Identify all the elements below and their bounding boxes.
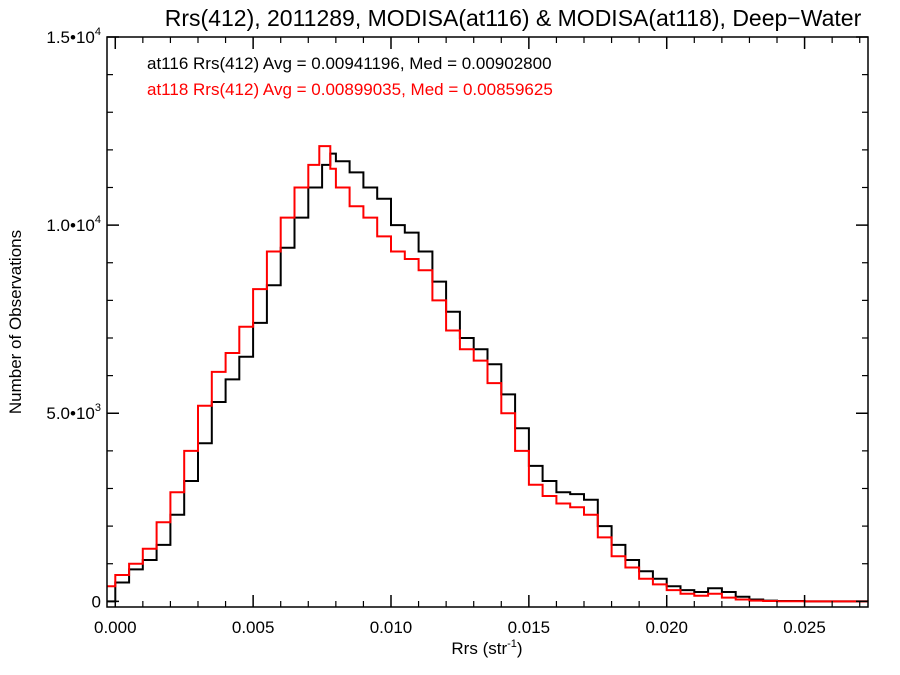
x-tick-label-2: 0.010 [370, 618, 413, 637]
chart-title: Rrs(412), 2011289, MODISA(at116) & MODIS… [165, 5, 862, 31]
annotation-at116: at116 Rrs(412) Avg = 0.00941196, Med = 0… [147, 54, 552, 73]
y-axis-label: Number of Observations [6, 230, 25, 414]
plot-frame [106, 36, 869, 608]
y-tick-label-3: 1.5•104 [46, 26, 101, 47]
y-tick-label-2: 1.0•104 [46, 214, 101, 235]
y-tick-label-0: 0 [92, 592, 101, 611]
x-tick-label-4: 0.020 [645, 618, 688, 637]
x-axis-label-close: ) [517, 639, 523, 658]
tick-layer: 0.000 0.005 0.010 0.015 0.020 0.025 0 5.0•103 1.… [46, 26, 868, 637]
annotation-at118: at118 Rrs(412) Avg = 0.00899035, Med = 0… [147, 80, 553, 99]
x-axis-label-superscript: -1 [507, 638, 517, 650]
x-tick-label-0: 0.000 [94, 618, 137, 637]
y-tick-label-1: 5.0•103 [46, 402, 101, 423]
x-tick-label-1: 0.005 [232, 618, 275, 637]
x-tick-label-5: 0.025 [783, 618, 826, 637]
x-tick-label-3: 0.015 [508, 618, 551, 637]
x-axis-label: Rrs (str-1) [451, 638, 522, 658]
series-line-1 [107, 145, 868, 603]
x-axis-label-text: Rrs (str [451, 639, 507, 658]
series-layer [107, 145, 868, 603]
